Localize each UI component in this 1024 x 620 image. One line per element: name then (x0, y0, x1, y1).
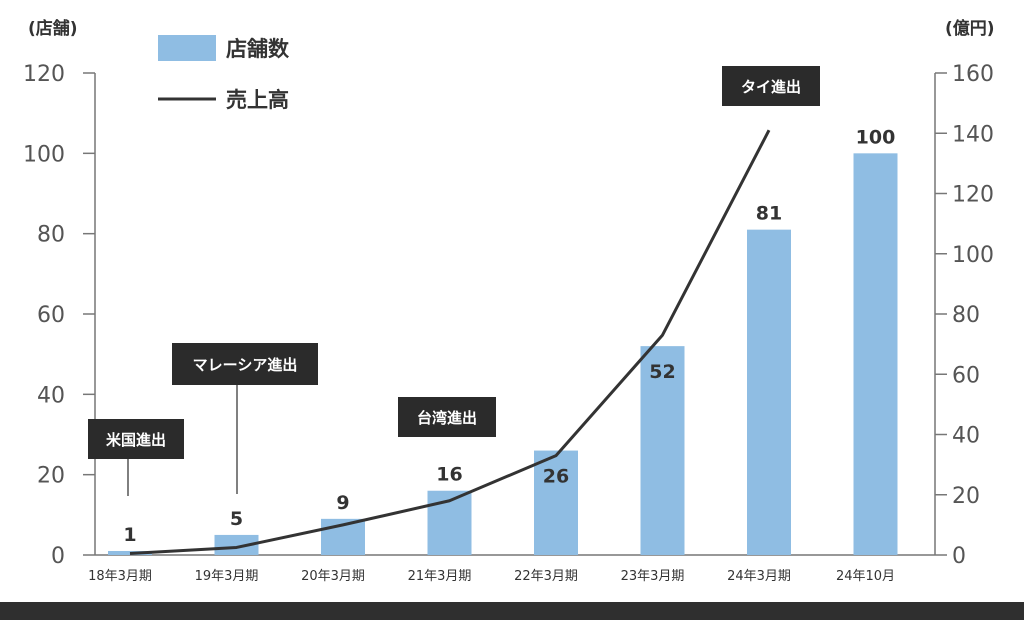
right-tick-label: 160 (952, 62, 994, 87)
x-tick-label: 21年3月期 (408, 569, 472, 584)
annotation-box (172, 343, 318, 385)
right-tick-label: 100 (952, 243, 994, 268)
right-tick-label: 20 (952, 484, 980, 509)
axes: 0 20 40 60 80 100 120 (店舗) 0 20 40 60 80 100 120 140 160… (23, 18, 995, 584)
bar-value-label: 81 (756, 203, 782, 225)
left-axis-unit: (店舗) (28, 18, 78, 39)
right-tick-label: 120 (952, 183, 994, 208)
right-tick-label: 140 (952, 122, 994, 147)
bar (853, 153, 898, 556)
annotation-label: タイ進出 (741, 78, 801, 96)
x-tick-label: 18年3月期 (88, 569, 152, 584)
x-tick-label: 23年3月期 (621, 569, 685, 584)
bar (747, 229, 791, 555)
bar-value-label: 52 (649, 361, 675, 383)
legend-bar-label: 店舗数 (226, 37, 290, 61)
x-tick-label: 19年3月期 (195, 569, 259, 584)
annotation-label: 台湾進出 (417, 409, 477, 427)
left-tick-label: 20 (37, 464, 65, 489)
chart: 0 20 40 60 80 100 120 (店舗) 0 20 40 60 80 100 120 140 160… (23, 18, 995, 584)
right-tick-label: 60 (952, 363, 980, 388)
bar-value-label: 26 (543, 466, 569, 488)
right-tick-label: 80 (952, 303, 980, 328)
x-tick-label: 20年3月期 (301, 569, 365, 584)
bar (214, 534, 259, 555)
left-tick-label: 100 (23, 142, 65, 167)
x-tick-label: 24年3月期 (727, 569, 791, 584)
bar-value-label: 1 (123, 524, 136, 546)
legend-bar-swatch (158, 35, 216, 61)
left-tick-label: 40 (37, 383, 65, 408)
annotation-box (398, 397, 496, 437)
value-labels: 1 5 9 16 26 52 81 100 (123, 126, 895, 546)
annotation-label: 米国進出 (106, 431, 166, 449)
legend-line-label: 売上高 (226, 88, 289, 112)
left-tick-label: 80 (37, 223, 65, 248)
left-tick-label: 60 (37, 303, 65, 328)
bars (108, 153, 898, 556)
right-axis-unit: (億円) (945, 18, 995, 39)
annotation-box (722, 66, 820, 106)
sales-line-path (129, 129, 771, 555)
bar-value-label: 5 (230, 508, 243, 530)
bar-value-label: 9 (336, 492, 349, 514)
annotation-label: マレーシア進出 (193, 356, 298, 374)
bar-value-label: 100 (856, 126, 896, 148)
annotation-box (88, 419, 184, 459)
right-tick-label: 40 (952, 424, 980, 449)
left-tick-label: 0 (51, 544, 65, 569)
x-tick-label: 22年3月期 (514, 569, 578, 584)
right-tick-label: 0 (952, 544, 966, 569)
bar (640, 346, 685, 555)
bar-value-label: 16 (436, 464, 462, 486)
left-tick-label: 120 (23, 62, 65, 87)
bottom-bar (0, 602, 1024, 620)
x-tick-label: 24年10月 (836, 569, 895, 584)
sales-line (129, 129, 771, 555)
bar (534, 450, 578, 555)
